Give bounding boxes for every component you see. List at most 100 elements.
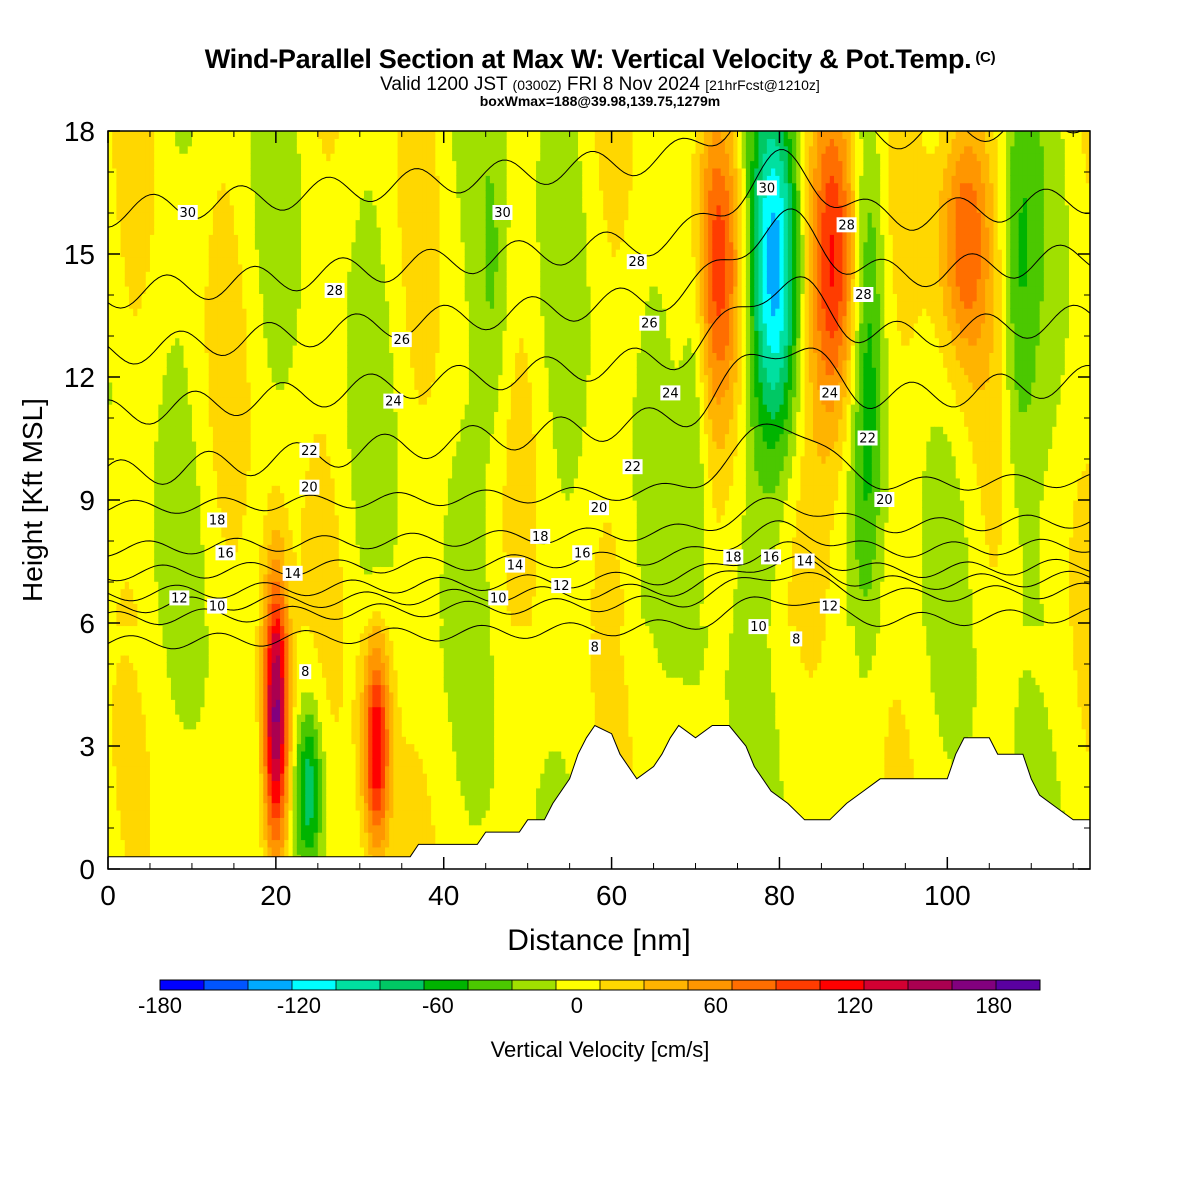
- contour-labels: 30 30 30 28 28 28 28 26 26 24 24 24 22 22 22 20 20 20 18 18…: [169, 180, 895, 680]
- valid-date: FRI 8 Nov 2024: [567, 74, 700, 95]
- isentrope-12: [108, 555, 1090, 614]
- contour-label-bg: [748, 619, 769, 635]
- contour-label-bg: [790, 631, 803, 647]
- contour-label: 28: [628, 255, 645, 270]
- isentrope-30: [108, 131, 1082, 228]
- y-tick-label: 15: [64, 239, 95, 270]
- isentrope-18: [108, 497, 1090, 557]
- x-tick-label: 40: [428, 880, 459, 911]
- contour-label: 28: [855, 288, 872, 303]
- contour-label-bg: [622, 459, 643, 475]
- contour-label-bg: [299, 664, 312, 680]
- colorbar-swatch: [732, 980, 777, 990]
- contour-label: 22: [859, 432, 876, 447]
- colorbar-swatch: [336, 980, 381, 990]
- colorbar-swatch: [556, 980, 601, 990]
- y-tick-label: 6: [79, 608, 95, 639]
- contour-label-bg: [177, 205, 198, 220]
- terrain: [107, 724, 1091, 870]
- isentrope-16: [108, 520, 1090, 582]
- colorbar-swatch: [380, 980, 425, 990]
- contour-label-bg: [488, 590, 509, 606]
- contour-label-bg: [282, 565, 303, 581]
- contour-label-bg: [207, 598, 228, 614]
- contour-label-bg: [723, 549, 744, 565]
- contour-label: 18: [725, 550, 742, 565]
- y-tick-label: 9: [79, 485, 95, 516]
- contour-label-bg: [572, 545, 593, 561]
- forecast-info: [21hrFcst@1210z]: [705, 77, 820, 93]
- contour-label: 10: [750, 620, 767, 635]
- contour-label-bg: [836, 217, 857, 233]
- contour-label-bg: [391, 332, 412, 348]
- isentropes: [108, 131, 1090, 650]
- isentrope-28: [108, 149, 1090, 309]
- colorbar-swatch: [908, 980, 953, 990]
- colorbar-swatch: [248, 980, 293, 990]
- contour-label-bg: [505, 557, 526, 573]
- contour-label-bg: [639, 315, 660, 331]
- contour-label: 24: [662, 386, 679, 401]
- contour-label: 18: [532, 530, 549, 545]
- isentrope-26: [108, 208, 1090, 365]
- contour-label-bg: [874, 492, 895, 507]
- contour-label-bg: [794, 553, 815, 569]
- contour-label: 30: [759, 181, 776, 196]
- colorbar-swatch: [952, 980, 997, 990]
- contour-label: 12: [171, 591, 188, 606]
- contour-label-bg: [819, 598, 840, 614]
- contour-label-bg: [383, 393, 404, 409]
- x-tick-label: 80: [764, 880, 795, 911]
- contour-label-bg: [588, 639, 601, 655]
- contour-label: 18: [209, 514, 226, 529]
- title-main: Wind-Parallel Section at Max W: Vertical…: [205, 44, 972, 74]
- colorbar-swatch: [996, 980, 1041, 990]
- isentrope-24: [108, 276, 1090, 425]
- valid-time-line: Valid 1200 JST (0300Z) FRI 8 Nov 2024 [2…: [0, 74, 1200, 96]
- contour-label: 30: [179, 206, 196, 221]
- colorbar-swatch: [644, 980, 689, 990]
- contour-label-bg: [761, 549, 782, 565]
- contour-label: 24: [385, 395, 402, 410]
- contour-label-bg: [756, 180, 777, 196]
- contour-label-bg: [626, 254, 647, 270]
- contour-label: 12: [553, 579, 570, 594]
- contour-label: 16: [217, 546, 234, 561]
- colorbar-swatch: [776, 980, 821, 990]
- contour-label: 24: [822, 386, 839, 401]
- colorbar-swatch: [160, 980, 205, 990]
- colorbar: -180 -120 -60 0 60 120 180: [138, 979, 1041, 1018]
- contour-label-bg: [299, 442, 320, 458]
- contour-label: 8: [792, 632, 800, 647]
- contour-label: 8: [301, 665, 309, 680]
- x-tick-label: 20: [260, 880, 291, 911]
- valid-prefix: Valid 1200 JST: [380, 74, 507, 95]
- y-tick-label: 3: [79, 731, 95, 762]
- y-tick-label: 12: [64, 362, 95, 393]
- colorbar-tick-label: 180: [975, 993, 1012, 1018]
- velocity-field: [108, 131, 1090, 869]
- contour-label: 16: [574, 546, 591, 561]
- colorbar-swatch: [820, 980, 865, 990]
- contour-label: 20: [591, 501, 608, 516]
- contour-label: 14: [507, 559, 524, 574]
- contour-label-bg: [589, 500, 609, 516]
- contour-label: 14: [284, 567, 301, 582]
- contour-label-bg: [324, 282, 345, 298]
- contour-label: 22: [301, 444, 318, 459]
- isentrope-20: [108, 423, 1090, 514]
- contour-label: 14: [796, 555, 813, 570]
- contour-label-bg: [169, 590, 190, 606]
- contour-label: 26: [393, 333, 410, 348]
- colorbar-label: Vertical Velocity [cm/s]: [491, 1037, 710, 1062]
- colorbar-tick-label: -120: [277, 993, 321, 1018]
- isentrope-10: [108, 571, 1090, 626]
- colorbar-swatch: [688, 980, 733, 990]
- x-tick-label: 100: [924, 880, 971, 911]
- contour-label-bg: [660, 385, 681, 401]
- x-axis-label: Distance [nm]: [507, 924, 690, 957]
- contour-label: 10: [209, 600, 226, 615]
- colorbar-tick-label: 0: [571, 993, 583, 1018]
- contour-label: 10: [490, 591, 507, 606]
